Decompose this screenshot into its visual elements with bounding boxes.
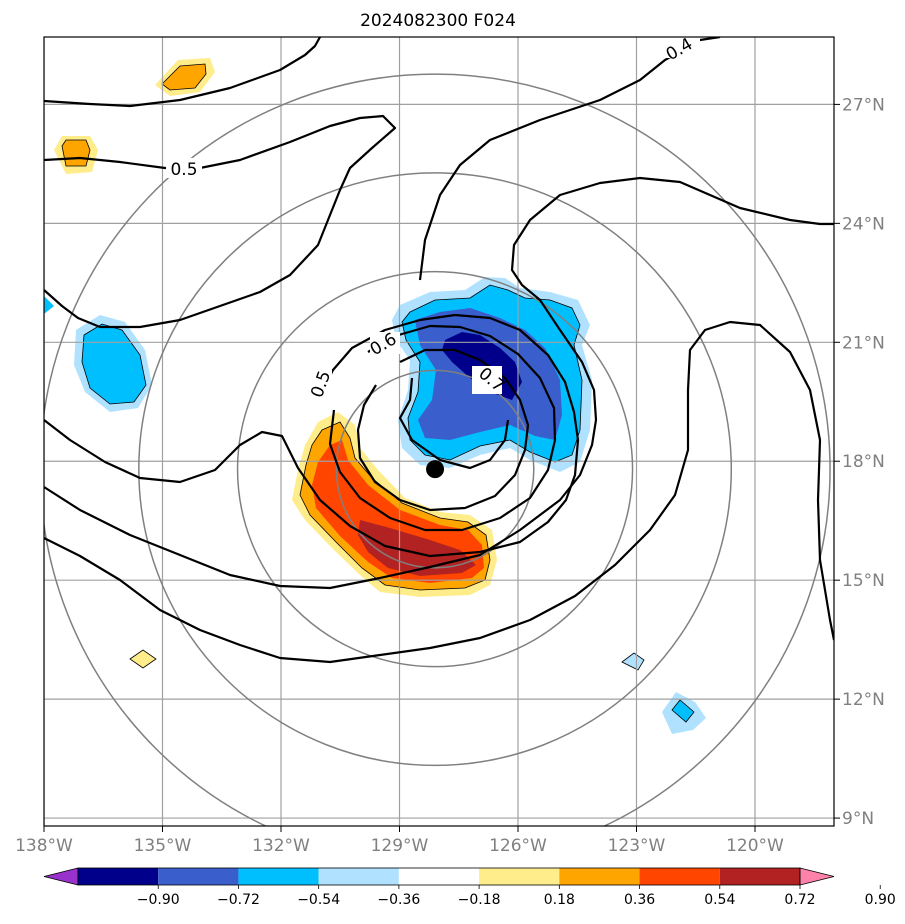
- colorbar-segment-0: [78, 868, 159, 885]
- colorbar-tick-label-7: 0.54: [704, 892, 735, 908]
- contour-labels: 0.5 0.5 0.6 0.7 0.4: [166, 37, 700, 400]
- range-ring-1: [236, 270, 634, 668]
- y-axis: 27°N 24°N 21°N 18°N 15°N 12°N 9°N: [834, 95, 885, 829]
- contour-line-0-5-inner: [44, 313, 580, 558]
- colorbar: −0.90 −0.72 −0.54 −0.36 −0.18 0.18 0.36 0.54 0.7…: [43, 867, 896, 908]
- colorbar-segment-8: [719, 868, 800, 885]
- y-tick-label-2: 21°N: [842, 333, 885, 353]
- patch-cyan-edge: [44, 296, 54, 314]
- contour-label-0-5-north: 0.5: [170, 160, 197, 180]
- colorbar-tick-label-4: −0.18: [458, 892, 501, 908]
- storm-center-marker: [426, 460, 445, 479]
- x-tick-label-2: 132°W: [252, 836, 310, 856]
- colorbar-segment-7: [639, 868, 720, 885]
- colorbar-tick-label-6: 0.36: [624, 892, 655, 908]
- contour-line-0-7: [356, 348, 530, 512]
- colorbar-frame: [77, 867, 801, 886]
- y-tick-label-6: 9°N: [842, 809, 874, 829]
- contour-line-0-7b: [398, 377, 510, 470]
- x-axis: 138°W 135°W 132°W 129°W 126°W 123°W 120°W: [15, 826, 784, 856]
- colorbar-segment-2: [238, 868, 319, 885]
- contour-line-south-2: [44, 320, 834, 664]
- patch-orange-2-core: [62, 140, 90, 166]
- patch-cyan-small-1-core: [672, 700, 694, 722]
- patch-orange-1-core: [162, 64, 206, 90]
- x-tick-label-1: 135°W: [134, 836, 192, 856]
- colorbar-tick-label-9: 0.90: [865, 892, 896, 908]
- colorbar-tick-label-8: 0.72: [784, 892, 815, 908]
- x-tick-label-5: 123°W: [608, 836, 666, 856]
- colorbar-segment-1: [158, 868, 239, 885]
- x-tick-label-0: 138°W: [15, 836, 73, 856]
- contour-line-south: [44, 176, 834, 590]
- range-ring-0: [335, 369, 535, 569]
- y-tick-label-3: 18°N: [842, 452, 885, 472]
- colorbar-extend-high: [799, 867, 835, 886]
- map-plot-area: 0.5 0.5 0.6 0.7 0.4: [44, 37, 834, 826]
- colorbar-tick-label-3: −0.36: [377, 892, 420, 908]
- contour-lines: [44, 37, 834, 664]
- colorbar-tick-label-2: −0.54: [297, 892, 340, 908]
- y-tick-label-0: 27°N: [842, 95, 885, 115]
- x-tick-label-6: 120°W: [726, 836, 784, 856]
- chart-title: 2024082300 F024: [360, 11, 516, 31]
- colorbar-segment-5: [479, 868, 560, 885]
- plot-frame: [43, 36, 835, 827]
- colorbar-extend-low: [43, 867, 79, 886]
- contour-line-0-6: [328, 324, 557, 532]
- range-rings: [44, 73, 831, 826]
- range-ring-3: [44, 73, 831, 826]
- y-tick-label-5: 12°N: [842, 690, 885, 710]
- patch-cyan-west-core: [82, 324, 146, 404]
- x-tick-label-4: 126°W: [489, 836, 547, 856]
- x-tick-label-3: 129°W: [371, 836, 429, 856]
- colorbar-segment-3: [318, 868, 399, 885]
- contour-line-top: [44, 37, 321, 108]
- colorbar-tick-label-1: −0.72: [217, 892, 260, 908]
- y-tick-label-4: 15°N: [842, 571, 885, 591]
- colorbar-segment-4: [398, 868, 480, 885]
- colorbar-segment-6: [559, 868, 640, 885]
- patch-cyan-small-2: [622, 653, 644, 670]
- y-tick-label-1: 24°N: [842, 214, 885, 234]
- range-ring-2: [138, 172, 733, 767]
- colorbar-tick-label-0: −0.90: [137, 892, 180, 908]
- colorbar-tick-label-5: 0.18: [544, 892, 575, 908]
